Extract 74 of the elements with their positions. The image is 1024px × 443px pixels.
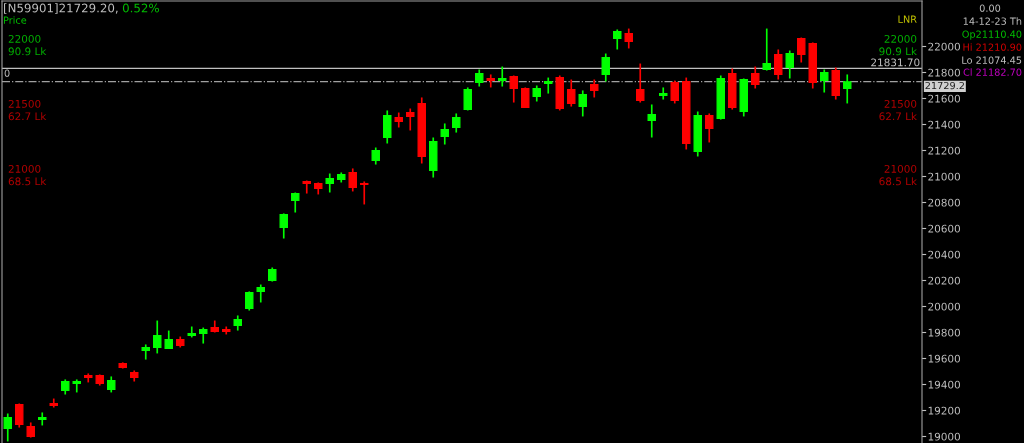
y-tick-label: 22000 bbox=[928, 42, 960, 51]
y-tick-label: 21000 bbox=[928, 172, 960, 181]
candlestick bbox=[383, 109, 392, 145]
text: Op21110.40 bbox=[962, 30, 1022, 40]
candlestick bbox=[348, 167, 357, 193]
candlestick bbox=[705, 112, 714, 144]
text: 0.00 bbox=[979, 4, 1001, 12]
y-tick-label: 19400 bbox=[928, 380, 960, 389]
candlestick bbox=[521, 86, 530, 109]
candlestick bbox=[291, 191, 300, 214]
candlestick bbox=[509, 74, 518, 104]
y-tick-label: 20400 bbox=[928, 250, 960, 259]
candlestick bbox=[302, 179, 311, 195]
candlestick bbox=[3, 412, 12, 443]
y-tick-label: 19600 bbox=[928, 354, 960, 363]
text: 21500 62.7 Lk bbox=[879, 99, 917, 121]
candlestick bbox=[141, 343, 150, 361]
text: Lo 21074.45 bbox=[962, 56, 1022, 64]
text: Cl 21182.70 bbox=[963, 68, 1022, 76]
candlestick bbox=[325, 172, 334, 194]
candlestick bbox=[751, 65, 760, 90]
candlestick bbox=[153, 319, 162, 355]
candlestick bbox=[797, 36, 806, 64]
ref-line-label: 21729.2 bbox=[925, 81, 964, 90]
candlestick bbox=[279, 212, 288, 240]
y-tick-label: 19200 bbox=[928, 406, 960, 415]
annotation: 21500 62.7 Lk bbox=[8, 99, 47, 121]
y-tick-label: 20000 bbox=[928, 302, 960, 311]
candlestick bbox=[15, 402, 24, 429]
candlestick bbox=[636, 62, 645, 104]
y-tick-label: 20200 bbox=[928, 276, 960, 285]
candlestick bbox=[567, 78, 576, 108]
candlestick bbox=[245, 290, 254, 312]
text: Hi 21210.90 bbox=[963, 43, 1022, 51]
y-tick-label: 19000 bbox=[928, 432, 960, 441]
candlestick bbox=[440, 122, 449, 146]
candlestick bbox=[613, 28, 622, 51]
annotation: Price bbox=[3, 16, 27, 24]
y-tick-label: 19800 bbox=[928, 328, 960, 337]
candlestick bbox=[406, 107, 415, 132]
candlestick bbox=[72, 378, 81, 394]
text: 22000 90.9 Lk bbox=[879, 34, 917, 56]
chart-title: [N59901]21729.20, bbox=[4, 3, 118, 14]
text: 14-12-23 Th bbox=[963, 17, 1022, 25]
y-tick-label: 21200 bbox=[928, 146, 960, 155]
candlestick bbox=[785, 49, 794, 80]
ref-line-label: 21831.70 bbox=[871, 58, 920, 67]
candlestick bbox=[647, 103, 656, 139]
candlestick bbox=[38, 411, 47, 427]
candlestick bbox=[624, 27, 633, 50]
candlestick bbox=[659, 86, 668, 101]
candlestick bbox=[762, 27, 771, 72]
y-tick-label: 20600 bbox=[928, 224, 960, 233]
annotation: 0 bbox=[4, 69, 10, 77]
annotation: 22000 90.9 Lk bbox=[8, 34, 47, 56]
candlestick bbox=[670, 79, 679, 105]
y-tick-label: 21600 bbox=[928, 94, 960, 103]
candlestick bbox=[774, 48, 783, 81]
candlestick bbox=[452, 112, 461, 134]
candlestick bbox=[486, 73, 495, 89]
chart-subtitle: 0.52% bbox=[122, 3, 159, 13]
candlestick bbox=[601, 52, 610, 83]
text: 21000 68.5 Lk bbox=[879, 164, 917, 186]
y-tick-label: 20800 bbox=[928, 198, 960, 207]
candlestick bbox=[578, 89, 587, 118]
candlestick bbox=[544, 76, 553, 95]
y-tick-label: 21800 bbox=[928, 68, 960, 77]
annotation: LNR bbox=[898, 15, 917, 23]
y-tick-label: 21400 bbox=[928, 120, 960, 129]
candlestick bbox=[820, 68, 829, 94]
candlestick bbox=[843, 73, 852, 105]
candlestick bbox=[498, 65, 507, 88]
candlestick bbox=[360, 180, 369, 206]
annotation: 21000 68.5 Lk bbox=[8, 164, 47, 186]
